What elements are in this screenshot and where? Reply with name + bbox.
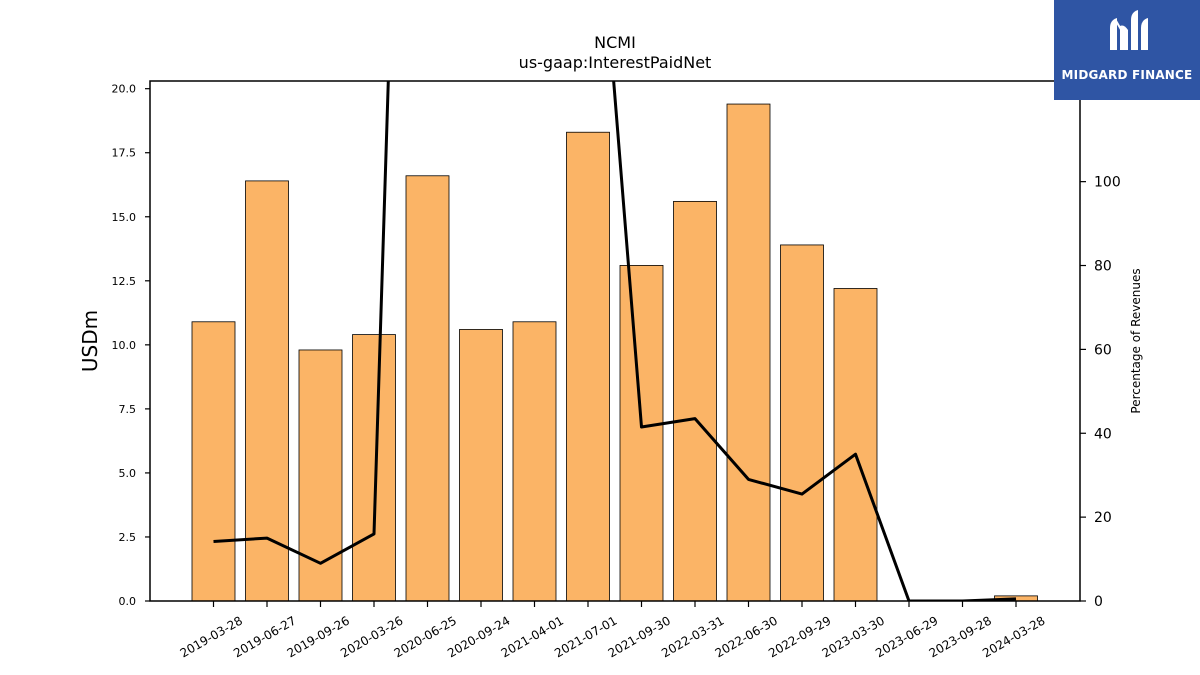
y-tick-label: 15.0 [112, 211, 137, 224]
bar-2020-09-24 [459, 329, 503, 602]
y2-axis-label: Percentage of Revenues [1129, 268, 1143, 413]
y2-tick-label: 40 [1094, 426, 1112, 442]
bar-2020-03-26 [352, 334, 396, 602]
y-tick-label: 0.0 [119, 595, 137, 608]
bar-2021-09-30 [619, 265, 664, 602]
y-tick-label: 2.5 [119, 531, 137, 544]
bar-2021-04-01 [512, 321, 557, 602]
bar-2022-09-29 [780, 244, 824, 602]
y-tick-label: 12.5 [112, 275, 137, 288]
y2-tick-label: 100 [1094, 175, 1121, 191]
y-axis-label: USDm [78, 310, 102, 372]
y-tick-label: 7.5 [119, 403, 137, 416]
y2-tick-label: 60 [1094, 342, 1112, 358]
bar-2019-06-27 [245, 180, 289, 602]
y-axis: 0.0 2.5 5.0 7.5 10.0 12.5 15.0 17.5 20.0 [112, 83, 150, 608]
bar-2020-06-25 [405, 175, 450, 602]
bar-2019-09-26 [298, 349, 343, 602]
y2-tick-label: 80 [1094, 259, 1112, 275]
chart-subtitle: us-gaap:InterestPaidNet [519, 53, 712, 72]
y-tick-label: 20.0 [112, 83, 137, 96]
bar-2021-07-01 [566, 131, 610, 602]
bar-2022-03-31 [673, 200, 717, 602]
midgard-m-logo-icon [1110, 10, 1148, 50]
y2-tick-label: 20 [1094, 510, 1112, 526]
line-group [213, 81, 1017, 601]
y-tick-label: 10.0 [112, 339, 137, 352]
x-axis: 2019-03-282019-06-272019-09-262020-03-26… [178, 601, 1048, 660]
y-tick-label: 5.0 [119, 467, 137, 480]
plot-frame [149, 80, 1081, 602]
bar-group [191, 103, 1038, 602]
revenue-percentage-line [213, 81, 1017, 601]
chart-title: NCMI [594, 33, 636, 52]
y-tick-label: 17.5 [112, 147, 137, 160]
midgard-finance-logo: MIDGARD FINANCE [1054, 0, 1200, 100]
bar-2019-03-28 [191, 321, 236, 602]
y2-tick-label: 0 [1094, 594, 1103, 610]
y2-axis: 0 20 40 60 80 100 [1080, 175, 1121, 610]
bar-2023-03-30 [833, 288, 878, 602]
bar-2022-06-30 [726, 103, 771, 602]
logo-text: MIDGARD FINANCE [1061, 68, 1193, 82]
